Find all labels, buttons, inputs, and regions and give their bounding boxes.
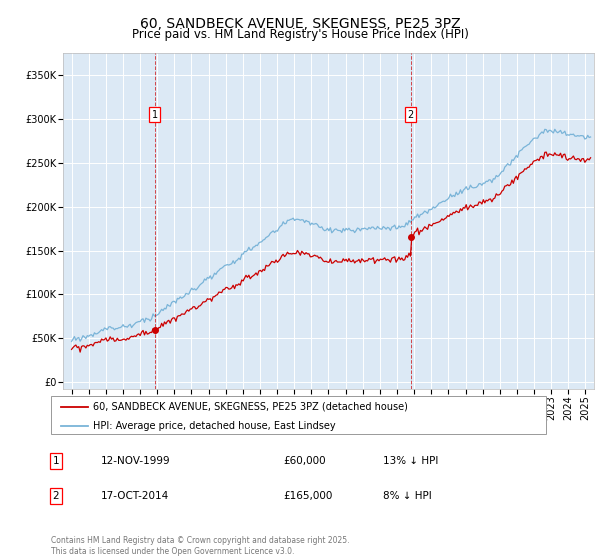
Text: Contains HM Land Registry data © Crown copyright and database right 2025.
This d: Contains HM Land Registry data © Crown c… bbox=[51, 536, 349, 556]
Text: £60,000: £60,000 bbox=[284, 456, 326, 466]
Text: 8% ↓ HPI: 8% ↓ HPI bbox=[383, 491, 431, 501]
Text: HPI: Average price, detached house, East Lindsey: HPI: Average price, detached house, East… bbox=[93, 421, 336, 431]
Text: Price paid vs. HM Land Registry's House Price Index (HPI): Price paid vs. HM Land Registry's House … bbox=[131, 28, 469, 41]
FancyBboxPatch shape bbox=[51, 396, 546, 434]
Text: £165,000: £165,000 bbox=[284, 491, 333, 501]
Text: 60, SANDBECK AVENUE, SKEGNESS, PE25 3PZ (detached house): 60, SANDBECK AVENUE, SKEGNESS, PE25 3PZ … bbox=[93, 402, 408, 412]
Text: 1: 1 bbox=[152, 110, 158, 120]
Text: 2: 2 bbox=[407, 110, 414, 120]
Text: 1: 1 bbox=[53, 456, 59, 466]
Text: 17-OCT-2014: 17-OCT-2014 bbox=[101, 491, 169, 501]
Text: 13% ↓ HPI: 13% ↓ HPI bbox=[383, 456, 438, 466]
Text: 2: 2 bbox=[53, 491, 59, 501]
Text: 12-NOV-1999: 12-NOV-1999 bbox=[101, 456, 170, 466]
Text: 60, SANDBECK AVENUE, SKEGNESS, PE25 3PZ: 60, SANDBECK AVENUE, SKEGNESS, PE25 3PZ bbox=[140, 17, 460, 31]
